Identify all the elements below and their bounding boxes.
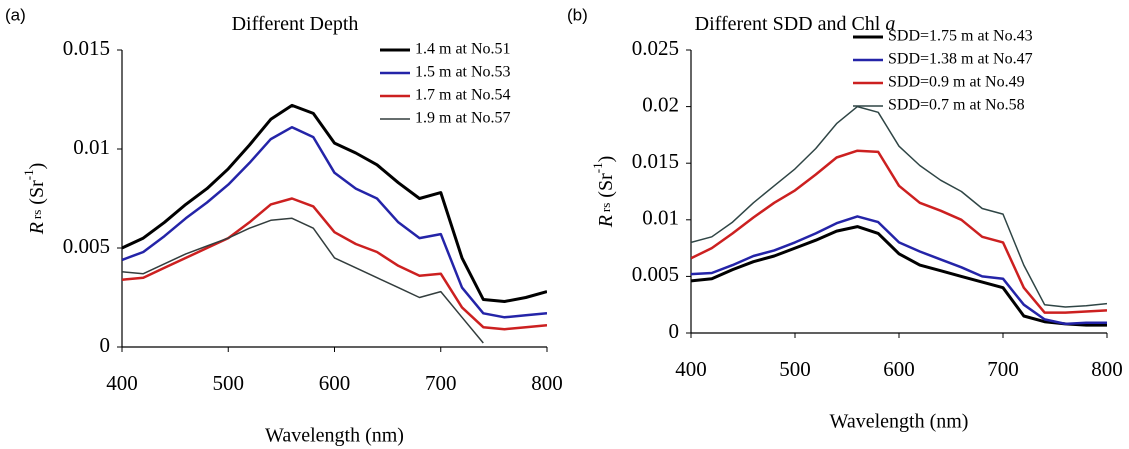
x-tick-label: 400 <box>106 371 138 395</box>
x-axis-label: Wavelength (nm) <box>830 411 969 433</box>
y-label-part: ) <box>595 156 617 163</box>
panel-label: (b) <box>567 5 588 24</box>
x-tick-label: 700 <box>425 371 457 395</box>
series-line <box>122 217 484 344</box>
y-label-part: -1 <box>590 162 605 173</box>
x-tick-label: 800 <box>1091 357 1123 381</box>
legend-label: SDD=1.75 m at No.43 <box>888 28 1033 45</box>
series-line <box>122 197 547 331</box>
x-tick-label: 700 <box>987 357 1019 381</box>
y-label-part: R <box>26 222 48 235</box>
panel-label: (a) <box>5 5 26 24</box>
series-line <box>691 215 1107 326</box>
y-tick-label: 0.01 <box>73 135 110 159</box>
y-tick-label: 0.01 <box>642 206 679 230</box>
title-italic: a <box>885 13 895 35</box>
x-tick-label: 500 <box>779 357 811 381</box>
y-tick-label: 0.025 <box>632 36 679 60</box>
y-tick-label: 0 <box>100 333 111 357</box>
chart-title: Different Depth <box>232 13 359 35</box>
x-tick-label: 600 <box>883 357 915 381</box>
y-label-part: rs <box>598 203 613 212</box>
y-label-part: (Sr <box>26 180 48 205</box>
title-text: Different Depth <box>232 13 359 35</box>
y-tick-label: 0.005 <box>63 234 110 258</box>
y-tick-label: 0.015 <box>63 36 110 60</box>
chart-title: Different SDD and Chl a <box>695 13 896 35</box>
y-tick-label: 0 <box>669 319 680 343</box>
series-line <box>122 125 547 319</box>
x-tick-label: 400 <box>675 357 707 381</box>
series-line <box>122 103 547 303</box>
y-tick-label: 0.015 <box>632 149 679 173</box>
series-line <box>691 105 1107 308</box>
legend-label: 1.5 m at No.53 <box>415 64 511 81</box>
chart-panel: (b) Different SDD and Chl a 0 0.005 0.01 0.015… <box>567 5 1123 432</box>
legend-label: SDD=0.7 m at No.58 <box>888 97 1025 114</box>
y-label-part: rs <box>29 210 44 219</box>
series-line <box>691 149 1107 314</box>
y-label-part: ) <box>26 163 48 170</box>
series-line <box>691 225 1107 327</box>
y-axis-label: Rrs (Sr-1) <box>21 163 48 236</box>
chart-panel: (a) Different Depth 0 0.005 0.01 0.015 400 500 6… <box>5 5 563 446</box>
y-label-part: (Sr <box>595 173 617 198</box>
legend-label: 1.7 m at No.54 <box>415 87 511 104</box>
legend-label: 1.4 m at No.51 <box>415 41 511 58</box>
legend-label: SDD=1.38 m at No.47 <box>888 51 1033 68</box>
y-label-part: R <box>595 215 617 228</box>
x-tick-label: 500 <box>213 371 245 395</box>
y-tick-label: 0.02 <box>642 92 679 116</box>
y-tick-label: 0.005 <box>632 262 679 286</box>
x-tick-label: 600 <box>319 371 351 395</box>
x-axis-label: Wavelength (nm) <box>265 425 404 447</box>
y-label-part: -1 <box>21 169 36 180</box>
x-tick-label: 800 <box>531 371 563 395</box>
legend-label: SDD=0.9 m at No.49 <box>888 74 1025 91</box>
title-text: Different SDD and Chl <box>695 13 881 35</box>
legend-label: 1.9 m at No.57 <box>415 110 511 127</box>
y-axis-label: Rrs (Sr-1) <box>590 156 617 229</box>
